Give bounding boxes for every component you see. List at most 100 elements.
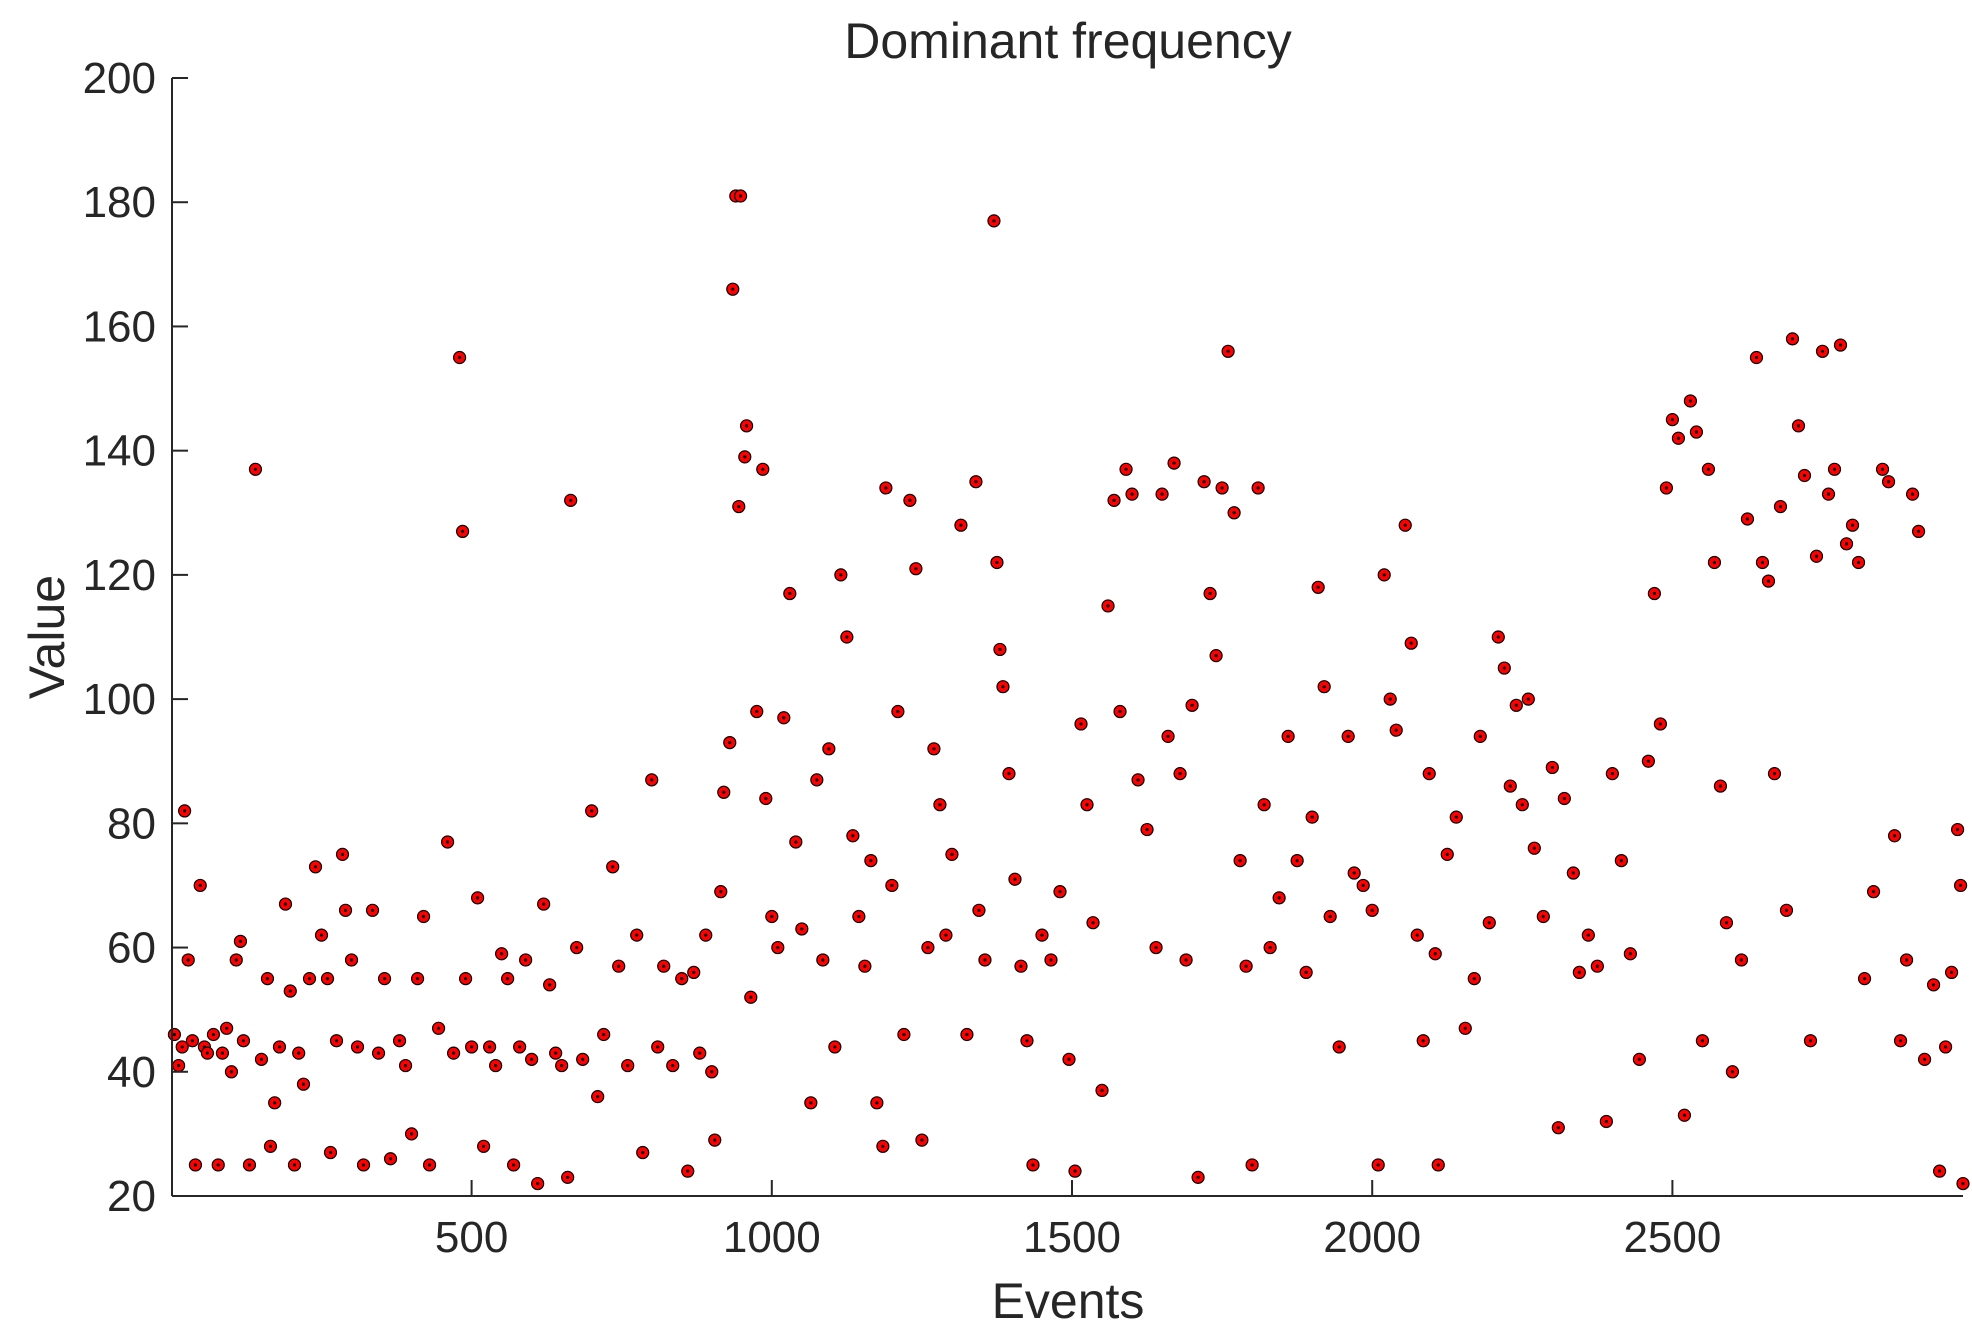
data-point: [969, 475, 983, 489]
data-point: [681, 1164, 695, 1178]
data-point: [272, 1040, 287, 1054]
data-point: [1551, 1121, 1565, 1135]
data-point: [717, 785, 731, 799]
data-point: [1140, 822, 1154, 837]
data-point: [292, 1046, 306, 1060]
data-point: [699, 928, 713, 942]
data-point: [852, 909, 866, 924]
data-point: [188, 1158, 203, 1172]
data-point: [576, 1052, 590, 1066]
data-point: [193, 878, 207, 893]
data-point: [1677, 1108, 1692, 1122]
data-point: [1773, 499, 1788, 514]
data-point: [398, 1058, 413, 1073]
data-point: [1002, 767, 1016, 781]
data-point: [1740, 512, 1755, 526]
data-point: [1245, 1158, 1259, 1172]
data-point: [206, 1027, 221, 1042]
data-point: [1581, 928, 1595, 942]
data-point: [1857, 972, 1872, 986]
x-tick-label: 1000: [723, 1213, 821, 1262]
data-point: [606, 860, 620, 874]
data-point: [1449, 810, 1463, 824]
data-point: [371, 1046, 386, 1060]
data-point: [1410, 928, 1424, 942]
data-point: [846, 829, 860, 843]
data-point: [1020, 1034, 1034, 1048]
chart-title: Dominant frequency: [844, 13, 1291, 69]
data-point: [215, 1046, 230, 1060]
data-point: [945, 847, 959, 861]
data-point: [795, 922, 809, 936]
data-point: [268, 1096, 282, 1110]
data-point: [1536, 909, 1550, 924]
data-point: [1458, 1021, 1472, 1035]
data-point: [1149, 940, 1163, 955]
data-point: [939, 928, 953, 942]
data-point: [1590, 959, 1604, 973]
data-point: [1665, 413, 1680, 427]
data-point: [1944, 965, 1959, 980]
data-point: [1161, 729, 1175, 743]
data-point: [1428, 947, 1442, 961]
data-point: [1809, 549, 1824, 563]
data-point: [915, 1133, 929, 1147]
data-point: [416, 909, 431, 924]
data-point: [1299, 965, 1313, 980]
data-point: [561, 1170, 575, 1184]
data-point: [1227, 506, 1241, 520]
data-point: [834, 568, 848, 582]
data-point: [705, 1065, 719, 1079]
data-point: [1851, 555, 1866, 570]
data-point: [597, 1027, 611, 1042]
data-point: [927, 742, 941, 756]
data-point: [585, 804, 599, 818]
data-point: [1749, 350, 1764, 365]
data-point: [1332, 1040, 1346, 1054]
data-point: [263, 1139, 278, 1153]
data-point: [483, 1040, 497, 1054]
data-point: [1803, 1034, 1818, 1048]
data-point: [507, 1158, 521, 1172]
data-point: [220, 1021, 234, 1035]
data-point: [993, 642, 1007, 657]
data-point: [1173, 767, 1187, 781]
data-point: [612, 959, 626, 973]
data-point: [236, 1034, 251, 1048]
data-point: [335, 847, 350, 861]
data-point: [789, 835, 803, 849]
data-point: [733, 189, 748, 203]
data-point: [1398, 518, 1412, 532]
data-point: [630, 928, 644, 942]
data-point: [1653, 717, 1667, 731]
data-point: [1341, 729, 1355, 743]
data-point: [329, 1034, 344, 1048]
data-point: [1881, 475, 1896, 489]
data-point: [1356, 878, 1370, 893]
data-point: [879, 481, 893, 495]
data-point: [1701, 462, 1716, 476]
x-tick-label: 500: [435, 1213, 508, 1262]
data-point: [1185, 698, 1199, 712]
data-point: [455, 524, 470, 539]
x-tick-label: 2000: [1323, 1213, 1421, 1262]
data-point: [744, 990, 758, 1004]
data-point: [1323, 909, 1337, 924]
data-point: [1695, 1034, 1710, 1048]
data-point: [708, 1133, 722, 1147]
data-point: [1197, 475, 1211, 489]
data-point: [1734, 953, 1749, 967]
data-point: [392, 1034, 407, 1048]
data-point: [1791, 419, 1806, 433]
data-point: [1509, 698, 1523, 712]
data-point: [1911, 524, 1926, 539]
data-point: [1767, 767, 1782, 781]
data-point: [739, 419, 754, 433]
data-point: [1725, 1065, 1740, 1079]
data-point: [1755, 555, 1770, 570]
data-point: [1545, 760, 1559, 775]
y-tick-label: 40: [107, 1048, 156, 1097]
data-point: [1035, 928, 1049, 942]
